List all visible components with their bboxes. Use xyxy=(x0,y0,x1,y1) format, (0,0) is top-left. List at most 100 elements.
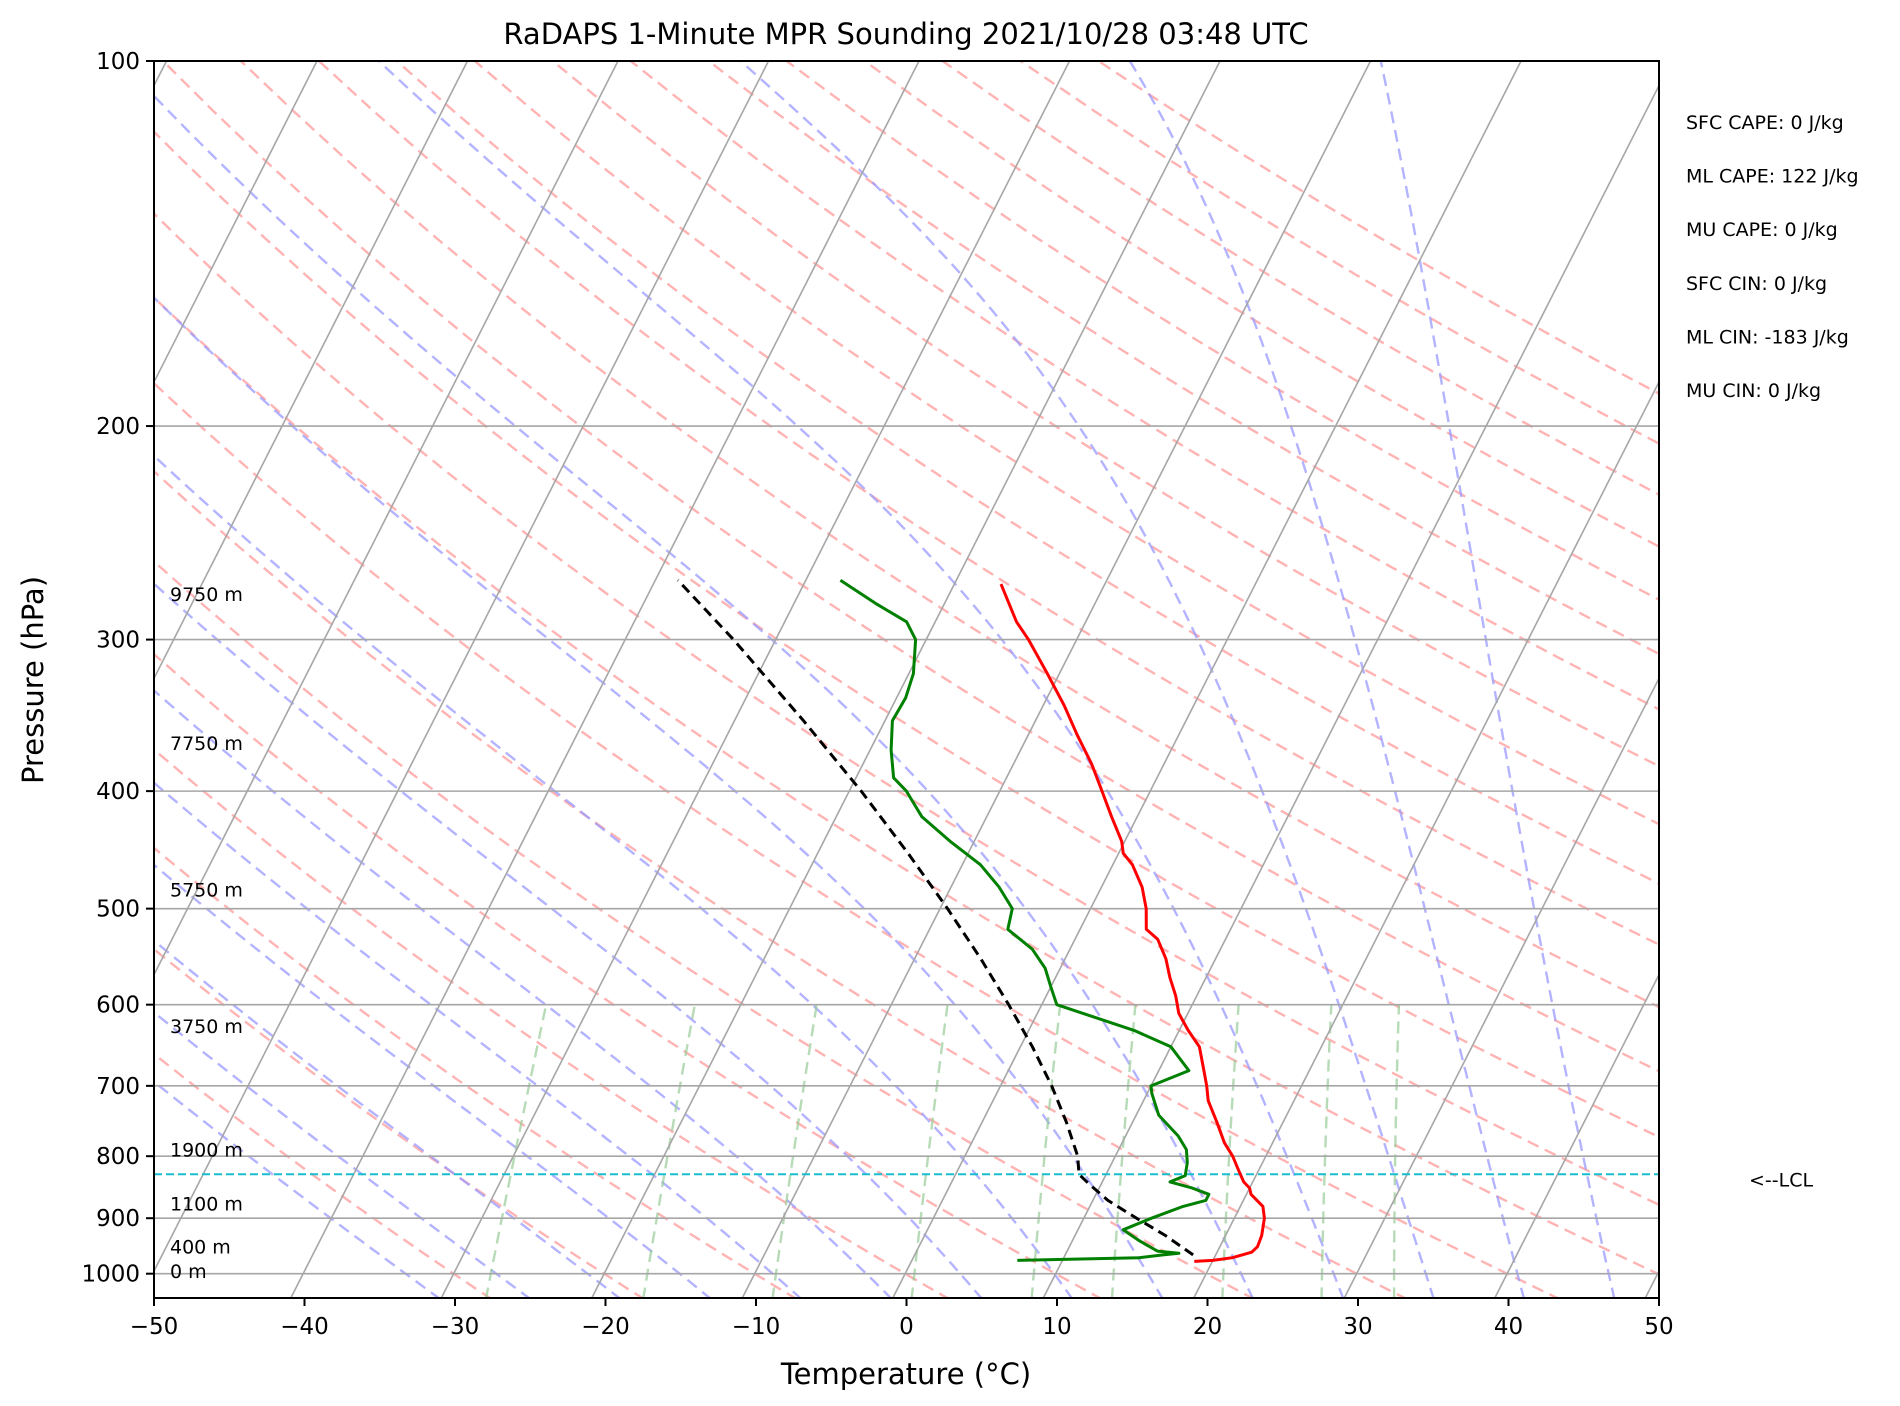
isotherm-line xyxy=(1644,1269,1659,1298)
dry-adiabat xyxy=(941,61,1659,496)
x-tick-label: −10 xyxy=(732,1314,781,1340)
dry-adiabat xyxy=(707,61,1659,656)
y-tick-label: 700 xyxy=(96,1074,140,1100)
stat-label: ML CAPE: 122 J/kg xyxy=(1686,166,1859,188)
dry-adiabat xyxy=(154,559,1255,1298)
x-tick-label: 20 xyxy=(1193,1314,1222,1340)
temperature-line xyxy=(999,583,1266,1263)
dry-adiabat xyxy=(154,846,798,1298)
lcl-label: <--LCL xyxy=(1749,1169,1813,1191)
dry-adiabat xyxy=(154,381,1561,1298)
isotherm-line xyxy=(154,61,619,977)
moist-adiabat xyxy=(739,61,1435,1298)
dry-adiabat xyxy=(154,652,1103,1298)
moist-adiabat xyxy=(154,1080,441,1298)
dry-adiabat xyxy=(318,61,1659,946)
isotherm-line xyxy=(154,61,318,384)
altitude-label: 9750 m xyxy=(170,584,243,606)
y-tick-label: 300 xyxy=(96,628,140,654)
dry-adiabat xyxy=(551,61,1659,768)
dry-adiabat xyxy=(154,947,645,1298)
grid xyxy=(0,61,1900,1299)
series-layer xyxy=(154,578,1659,1263)
moist-adiabat xyxy=(377,61,1345,1298)
x-tick-label: −40 xyxy=(280,1314,329,1340)
isotherm-line xyxy=(1493,972,1659,1298)
moist-adiabat xyxy=(154,939,622,1298)
isotherm-line xyxy=(154,61,469,681)
y-tick-label: 1000 xyxy=(81,1262,140,1288)
y-tick-label: 400 xyxy=(96,779,140,805)
y-tick-label: 900 xyxy=(96,1206,140,1232)
dry-adiabat xyxy=(154,469,1408,1298)
y-axis: 100 200 300 400 500 600 700 800 900 1000 xyxy=(81,49,154,1288)
x-tick-label: 30 xyxy=(1343,1314,1372,1340)
mixing-ratio-line xyxy=(1392,1004,1401,1298)
dewpoint-line xyxy=(839,578,1211,1262)
isotherm-line xyxy=(154,61,770,1273)
stat-label: MU CAPE: 0 J/kg xyxy=(1686,219,1838,241)
y-tick-label: 100 xyxy=(96,49,140,75)
mixing-ratio-line xyxy=(1030,1004,1062,1298)
mixing-ratio-line xyxy=(642,1004,696,1298)
isotherm-line xyxy=(1192,380,1659,1298)
dry-adiabat xyxy=(629,61,1659,711)
mixing-ratio-line xyxy=(771,1004,818,1298)
stat-label: ML CIN: -183 J/kg xyxy=(1686,326,1849,348)
x-tick-label: 40 xyxy=(1494,1314,1523,1340)
y-tick-label: 200 xyxy=(96,414,140,440)
stats-panel: SFC CAPE: 0 J/kg ML CAPE: 122 J/kg MU CAPE… xyxy=(1686,112,1859,1191)
moist-adiabat xyxy=(154,94,1254,1298)
dry-adiabat xyxy=(154,295,1659,1276)
x-axis: −50 −40 −30 −20 −10 0 10 20 30 40 50 xyxy=(130,1298,1674,1340)
dry-adiabat xyxy=(154,748,950,1298)
moist-adiabat xyxy=(1128,61,1526,1298)
altitude-label: 5750 m xyxy=(170,879,243,901)
isotherm-line xyxy=(590,61,1221,1298)
mixing-ratio-line xyxy=(1110,1004,1137,1298)
altitude-label: 7750 m xyxy=(170,733,243,755)
dry-adiabat xyxy=(785,61,1659,602)
altitude-label: 1100 m xyxy=(170,1193,243,1215)
altitude-label: 1900 m xyxy=(170,1140,243,1162)
mixing-ratio-line xyxy=(910,1004,949,1298)
mixing-ratio-line xyxy=(1221,1004,1240,1298)
isotherm-line xyxy=(891,61,1522,1298)
isotherm-line xyxy=(289,61,920,1298)
y-tick-label: 500 xyxy=(96,897,140,923)
altitude-labels: 9750 m 7750 m 5750 m 3750 m 1900 m 1100 m 400 … xyxy=(170,584,243,1283)
x-tick-label: 10 xyxy=(1042,1314,1071,1340)
y-tick-label: 600 xyxy=(96,993,140,1019)
stat-label: SFC CIN: 0 J/kg xyxy=(1686,273,1827,295)
moist-adiabat xyxy=(154,582,983,1298)
dry-adiabat xyxy=(1097,61,1659,395)
x-tick-label: −50 xyxy=(130,1314,179,1340)
mixing-ratio-line xyxy=(1320,1004,1333,1298)
isotherm-line xyxy=(440,61,1071,1298)
dry-adiabat xyxy=(154,1052,493,1298)
y-tick-label: 800 xyxy=(96,1144,140,1170)
dry-adiabat xyxy=(154,130,1659,1139)
y-axis-label: Pressure (hPa) xyxy=(16,576,50,784)
moist-adiabat xyxy=(154,863,712,1298)
dry-adiabat xyxy=(162,61,1659,1073)
stat-label: MU CIN: 0 J/kg xyxy=(1686,380,1821,402)
altitude-label: 0 m xyxy=(170,1261,207,1283)
x-tick-label: −30 xyxy=(431,1314,480,1340)
dry-adiabat xyxy=(154,212,1659,1207)
parcel-line xyxy=(676,579,1194,1257)
stat-label: SFC CAPE: 0 J/kg xyxy=(1686,112,1844,134)
moist-adiabat xyxy=(154,1010,532,1298)
isotherm-line xyxy=(1042,83,1659,1298)
dry-adiabat xyxy=(240,61,1659,1009)
background-lines xyxy=(154,61,1659,1298)
chart-title: RaDAPS 1-Minute MPR Sounding 2021/10/28 … xyxy=(503,17,1308,51)
moist-adiabat xyxy=(154,296,1164,1298)
isotherm-line xyxy=(0,61,16,1299)
moist-adiabat xyxy=(154,688,893,1298)
dry-adiabat xyxy=(1019,61,1659,445)
moist-adiabat xyxy=(1379,61,1616,1298)
mixing-ratio-line xyxy=(484,1004,548,1298)
isotherm-line xyxy=(1795,61,1900,1299)
